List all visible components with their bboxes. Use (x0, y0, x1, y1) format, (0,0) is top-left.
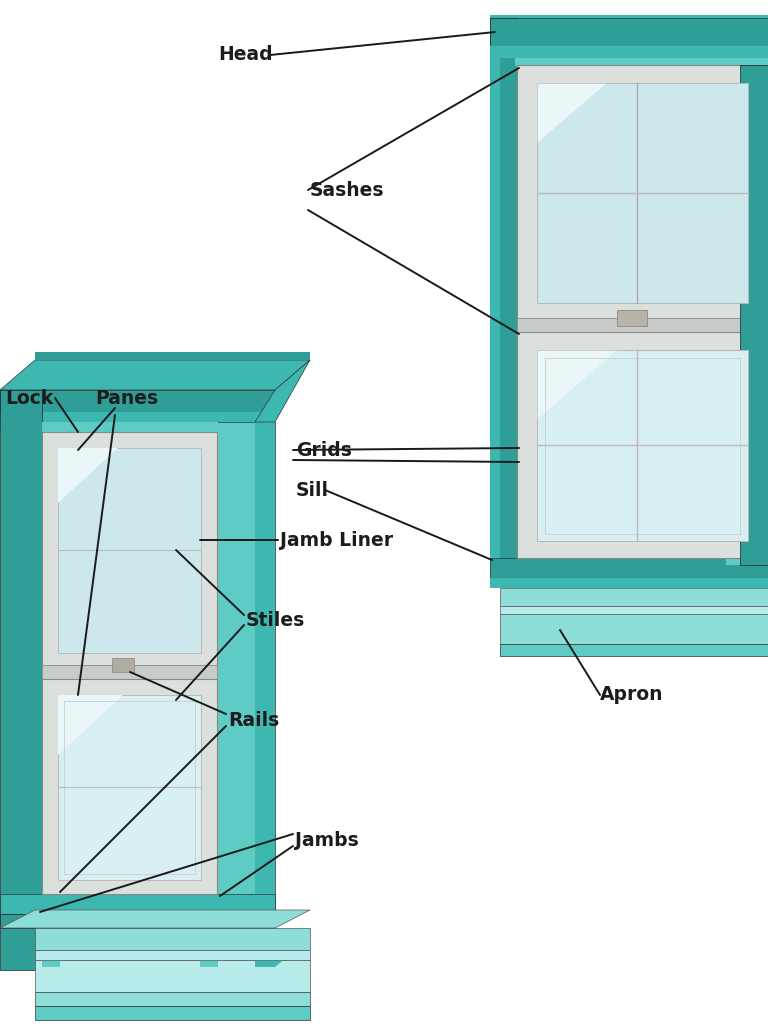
Text: Grids: Grids (296, 440, 352, 460)
Bar (500, 644, 768, 656)
Bar (0, 390, 275, 412)
Polygon shape (537, 83, 607, 143)
Bar (537, 83, 748, 303)
Text: Lock: Lock (5, 388, 53, 408)
Bar (500, 588, 768, 606)
Polygon shape (255, 938, 310, 967)
Polygon shape (35, 352, 310, 360)
Bar (617, 310, 647, 326)
Bar (42, 432, 217, 667)
Bar (0, 390, 42, 970)
Polygon shape (0, 910, 310, 928)
Text: Panes: Panes (95, 388, 158, 408)
Polygon shape (0, 360, 310, 390)
Bar (0, 422, 275, 432)
Bar (537, 83, 748, 303)
Bar (517, 318, 768, 332)
Bar (500, 606, 768, 614)
Bar (517, 65, 768, 319)
Bar (490, 558, 768, 578)
Text: Jamb Liner: Jamb Liner (280, 530, 393, 550)
Text: Stiles: Stiles (246, 610, 305, 630)
Bar (35, 928, 310, 950)
Bar (64, 701, 195, 874)
Bar (42, 679, 217, 894)
Bar (490, 18, 768, 46)
Bar (200, 422, 275, 967)
Text: Rails: Rails (228, 711, 280, 729)
Polygon shape (490, 18, 500, 580)
Bar (200, 422, 218, 967)
Bar (35, 992, 310, 1006)
Bar (112, 658, 134, 672)
Bar (0, 894, 275, 914)
Text: Sashes: Sashes (310, 180, 385, 200)
Polygon shape (490, 15, 768, 18)
Polygon shape (58, 695, 123, 755)
Bar (42, 422, 60, 967)
Bar (500, 614, 768, 644)
Bar (58, 695, 201, 880)
Text: Jambs: Jambs (295, 830, 359, 850)
Bar (517, 58, 532, 558)
Bar (517, 332, 768, 558)
Bar (58, 449, 201, 653)
Polygon shape (537, 350, 617, 420)
Text: Apron: Apron (600, 685, 664, 705)
Bar (0, 914, 275, 928)
Bar (490, 46, 768, 58)
Bar (42, 422, 58, 967)
Bar (35, 1006, 310, 1020)
Bar (740, 65, 768, 565)
Bar (490, 578, 768, 588)
Bar (35, 961, 310, 992)
Bar (255, 422, 275, 967)
Bar (545, 358, 740, 534)
Bar (60, 422, 200, 967)
Text: Head: Head (218, 45, 273, 65)
Bar (517, 58, 768, 558)
Bar (0, 412, 275, 422)
Bar (537, 350, 748, 541)
Bar (490, 18, 517, 578)
Bar (42, 665, 217, 679)
Polygon shape (255, 360, 310, 422)
Bar (726, 65, 740, 565)
Bar (537, 350, 748, 541)
Text: Sill: Sill (296, 480, 329, 500)
Bar (35, 950, 310, 961)
Bar (515, 58, 768, 66)
Polygon shape (58, 449, 118, 503)
